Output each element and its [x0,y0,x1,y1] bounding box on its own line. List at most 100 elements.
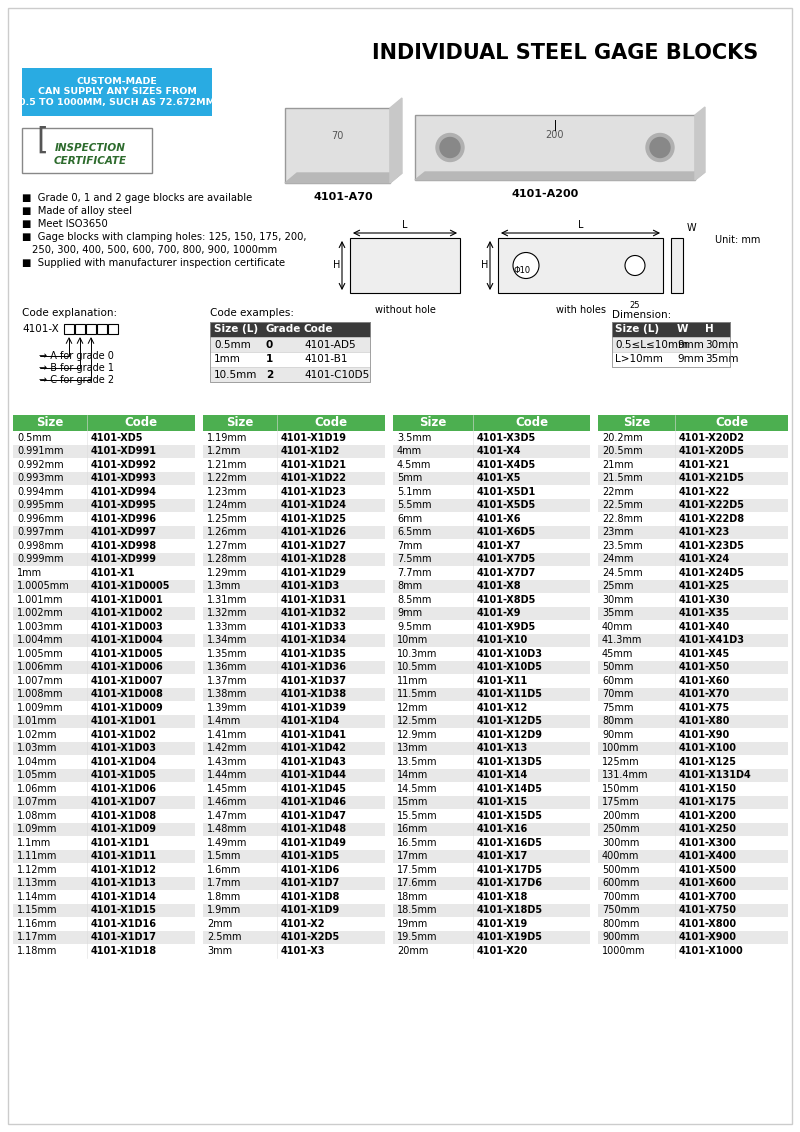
Text: 4101-X1D28: 4101-X1D28 [281,555,347,564]
Text: 4101-X9: 4101-X9 [477,608,522,618]
Bar [210,337,370,352]
Text: 20.5mm: 20.5mm [602,446,642,456]
Bar [393,687,590,701]
Bar [13,566,195,580]
Text: 4101-X23: 4101-X23 [679,528,730,538]
Text: 0.993mm: 0.993mm [17,473,63,483]
Text: 4101-X1D16: 4101-X1D16 [91,919,157,928]
Bar [203,714,385,728]
Text: CUSTOM-MADE
CAN SUPPLY ANY SIZES FROM
0.5 TO 1000MM, SUCH AS 72.672MM: CUSTOM-MADE CAN SUPPLY ANY SIZES FROM 0.… [19,77,215,106]
Bar [598,445,788,458]
Text: ■  Gage blocks with clamping holes: 125, 150, 175, 200,: ■ Gage blocks with clamping holes: 125, … [22,232,306,242]
Text: 4101-X16D5: 4101-X16D5 [477,838,543,848]
Text: 13mm: 13mm [397,744,428,753]
Bar [13,498,195,512]
Text: 1.02mm: 1.02mm [17,730,58,739]
Text: 1.007mm: 1.007mm [17,676,64,686]
Text: 0.992mm: 0.992mm [17,460,64,470]
Text: 4101-XD992: 4101-XD992 [91,460,157,470]
Text: 4101-X1D4: 4101-X1D4 [281,717,340,727]
Text: 4101-X6: 4101-X6 [477,514,522,524]
Bar [598,796,788,809]
Bar [203,539,385,552]
Text: → B for grade 1: → B for grade 1 [39,363,114,374]
Bar [13,796,195,809]
Text: 41.3mm: 41.3mm [602,635,642,645]
Text: 4101-X1D1: 4101-X1D1 [91,838,150,848]
Text: Dimension:: Dimension: [612,310,671,320]
Text: 4101-X22D8: 4101-X22D8 [679,514,745,524]
Bar [13,552,195,566]
Text: 12.5mm: 12.5mm [397,717,438,727]
Bar [13,634,195,648]
Text: 50mm: 50mm [602,662,634,672]
Bar [203,431,385,445]
Text: Size: Size [36,417,64,429]
Bar [210,321,370,381]
Bar [498,238,663,293]
Text: 4101-X150: 4101-X150 [679,783,737,794]
Text: 4101-X19D5: 4101-X19D5 [477,933,543,942]
Text: 2: 2 [266,369,274,379]
Text: 4101-X1D48: 4101-X1D48 [281,824,347,834]
Text: Code explanation:: Code explanation: [22,308,117,318]
Text: 4101-X6D5: 4101-X6D5 [477,528,536,538]
Bar [598,660,788,674]
Text: 5.5mm: 5.5mm [397,500,431,511]
Text: 4101-X10D5: 4101-X10D5 [477,662,543,672]
Text: 4101-X8: 4101-X8 [477,581,522,591]
Bar [393,837,590,849]
Text: 1.17mm: 1.17mm [17,933,58,942]
Text: 30mm: 30mm [602,594,634,604]
Bar [75,324,85,334]
Text: 4101-XD996: 4101-XD996 [91,514,157,524]
Bar [598,741,788,755]
Text: 4101-X7: 4101-X7 [477,541,522,551]
Text: 4101-X1D24: 4101-X1D24 [281,500,347,511]
Text: 4101-X45: 4101-X45 [679,649,730,659]
Text: Grade: Grade [266,325,302,334]
Text: 4101-X1D41: 4101-X1D41 [281,730,347,739]
Bar [393,755,590,769]
Text: 1.21mm: 1.21mm [207,460,247,470]
Text: 4101-X1D44: 4101-X1D44 [281,770,347,780]
Text: 1.003mm: 1.003mm [17,621,63,632]
Bar [393,512,590,525]
Bar [598,687,788,701]
Bar [203,796,385,809]
Bar [203,620,385,634]
Bar [598,512,788,525]
Text: 4101-X1D6: 4101-X1D6 [281,865,340,875]
Text: → C for grade 2: → C for grade 2 [39,375,114,385]
Bar [598,566,788,580]
Bar [203,607,385,620]
Text: 4101-X75: 4101-X75 [679,703,730,713]
Text: 4101-X10D3: 4101-X10D3 [477,649,543,659]
Text: 4101-X1D35: 4101-X1D35 [281,649,347,659]
Text: 4101-X60: 4101-X60 [679,676,730,686]
Text: 300mm: 300mm [602,838,639,848]
Text: Code: Code [314,417,347,429]
Text: 35mm: 35mm [602,608,634,618]
Text: 4101-X1D27: 4101-X1D27 [281,541,347,551]
Text: 1.15mm: 1.15mm [17,906,58,916]
Text: 9mm: 9mm [677,354,704,365]
Text: 1.002mm: 1.002mm [17,608,64,618]
Text: Unit: mm: Unit: mm [714,235,760,245]
Text: 4101-X: 4101-X [22,324,58,334]
Bar [203,917,385,931]
Bar [13,484,195,498]
Polygon shape [695,108,705,180]
Text: 22.8mm: 22.8mm [602,514,642,524]
Text: 1.3mm: 1.3mm [207,581,242,591]
Text: 1.46mm: 1.46mm [207,797,247,807]
Bar [13,525,195,539]
Text: 4101-X1D006: 4101-X1D006 [91,662,164,672]
Text: 22mm: 22mm [602,487,634,497]
Text: 4101-X7D7: 4101-X7D7 [477,568,536,577]
Bar [13,580,195,593]
Polygon shape [415,172,705,180]
Text: 1.6mm: 1.6mm [207,865,242,875]
Text: 4101-X1D07: 4101-X1D07 [91,797,157,807]
Text: 4101-X1D03: 4101-X1D03 [91,744,157,753]
